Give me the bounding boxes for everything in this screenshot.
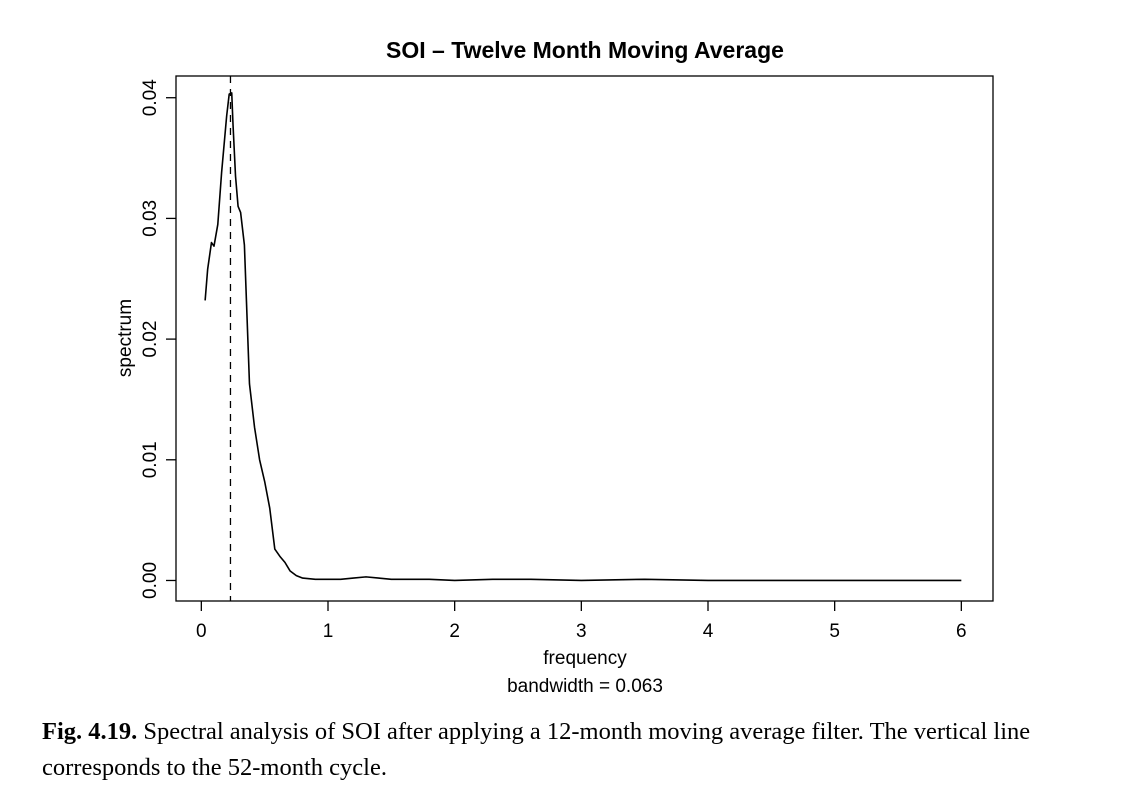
plot-frame [175,75,994,602]
x-axis-sublabel: bandwidth = 0.063 [507,676,663,697]
caption-label: Fig. 4.19. [42,718,138,745]
spectrum-series-line [204,92,962,582]
x-tick-label: 3 [576,621,587,642]
chart-title: SOI – Twelve Month Moving Average [386,37,784,63]
x-axis-label: frequency [543,648,627,669]
figure-caption: Fig. 4.19. Spectral analysis of SOI afte… [42,714,1122,786]
y-axis-label: spectrum [115,299,136,377]
x-tick-label: 2 [449,621,460,642]
x-tick-label: 4 [703,621,714,642]
y-tick-label: 0.02 [140,321,161,358]
x-tick-label: 6 [956,621,967,642]
x-tick-label: 1 [323,621,334,642]
caption-text: Spectral analysis of SOI after applying … [42,718,1031,781]
y-tick-label: 0.00 [140,562,161,599]
x-tick-label: 5 [829,621,840,642]
spectrum-chart: SOI – Twelve Month Moving Average 0 1 2 3 4 5… [115,37,994,697]
y-tick-label: 0.04 [140,79,161,116]
y-tick-label: 0.01 [140,441,161,478]
x-tick-label: 0 [196,621,207,642]
y-tick-label: 0.03 [140,200,161,237]
y-axis: 0.00 0.01 0.02 0.03 0.04 [140,79,176,599]
x-axis: 0 1 2 3 4 5 6 [196,601,967,642]
